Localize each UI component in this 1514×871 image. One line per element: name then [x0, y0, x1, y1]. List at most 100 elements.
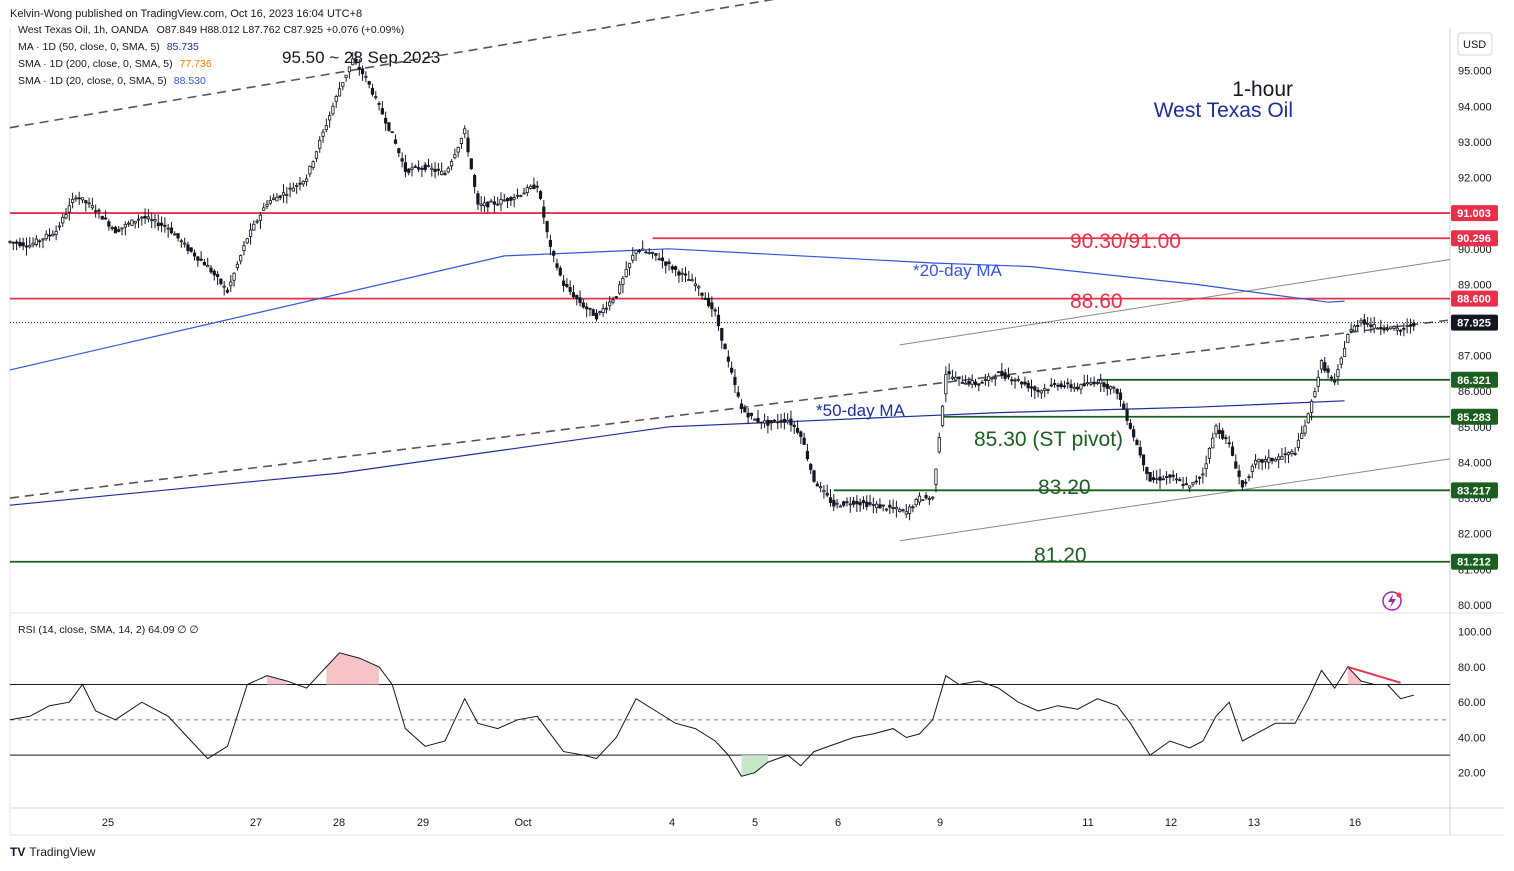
legend-sma200[interactable]: SMA · 1D (200, close, 0, SMA, 5) 77.736 — [18, 58, 212, 70]
tradingview-footer[interactable]: TV TradingView — [10, 845, 95, 859]
candle-body — [443, 173, 447, 175]
candle-body — [769, 420, 773, 424]
candle-body — [453, 154, 457, 159]
candle-body — [77, 197, 81, 200]
candle-body — [318, 139, 322, 149]
candle-body — [779, 420, 783, 423]
legend-ma50[interactable]: MA · 1D (50, close, 0, SMA, 5) 85.735 — [18, 41, 199, 53]
candle-body — [482, 202, 487, 207]
legend-ohlc: O87.849 H88.012 L87.762 C87.925 +0.076 (… — [156, 24, 405, 36]
candle-body — [1039, 390, 1043, 394]
candle-body — [397, 148, 401, 154]
candle-body — [1362, 319, 1366, 325]
candle-body — [463, 128, 467, 135]
candle-body — [1412, 322, 1416, 327]
rsi-legend[interactable]: RSI (14, close, SMA, 14, 2) 64.09 ∅ ∅ — [18, 624, 199, 636]
candle-body — [183, 242, 187, 245]
candle-body — [552, 250, 556, 256]
candle-body — [229, 281, 233, 287]
candle-body — [354, 58, 358, 64]
candle-body — [285, 194, 289, 196]
candle-body — [967, 381, 971, 385]
candle-body — [1221, 430, 1225, 439]
candle-body — [799, 431, 803, 437]
candle-body — [232, 272, 236, 281]
candle-body — [1247, 476, 1251, 478]
currency-button[interactable] — [1457, 32, 1493, 56]
candle-body — [80, 197, 85, 201]
candle-body — [1023, 381, 1027, 385]
candle-body — [410, 167, 414, 170]
candle-body — [1151, 477, 1156, 481]
candle-body — [219, 278, 223, 285]
candle-body — [1201, 473, 1205, 476]
candle-body — [387, 122, 391, 131]
candle-body — [993, 377, 997, 380]
y-tick-label: 95.000 — [1458, 66, 1492, 78]
candle-body — [1049, 384, 1053, 387]
candle-body — [815, 483, 819, 487]
candle-body — [650, 251, 655, 254]
candle-body — [192, 252, 197, 257]
candle-body — [430, 167, 434, 170]
legend-ma50-value: 85.735 — [166, 41, 199, 53]
candle-body — [1128, 422, 1132, 429]
candle-body — [1079, 384, 1083, 390]
candle-body — [272, 197, 276, 200]
candle-body — [357, 66, 361, 70]
candle-body — [782, 419, 786, 423]
candle-body — [739, 403, 744, 409]
candle-body — [308, 165, 312, 175]
rsi-overbought-fill — [326, 652, 380, 685]
candle-body — [1155, 478, 1159, 481]
candle-body — [34, 238, 38, 245]
legend-sma20[interactable]: SMA · 1D (20, close, 0, SMA, 5) 88.530 — [18, 75, 206, 87]
candle-body — [505, 197, 510, 202]
candle-body — [1303, 425, 1307, 434]
candle-body — [1026, 382, 1030, 389]
y-tick-label: 86.000 — [1458, 386, 1492, 398]
candle-body — [8, 240, 12, 243]
price-tag — [1451, 553, 1498, 570]
candle-body — [120, 227, 124, 230]
candle-body — [370, 88, 375, 95]
footer-brand: TradingView — [29, 845, 96, 859]
candle-body — [904, 511, 908, 515]
candle-body — [529, 185, 533, 189]
candle-body — [1125, 409, 1129, 421]
candle-body — [542, 206, 546, 218]
candle-body — [898, 509, 902, 513]
candle-body — [1056, 384, 1060, 387]
candle-body — [143, 216, 147, 219]
candle-body — [38, 240, 42, 243]
candle-body — [311, 161, 315, 168]
candle-body — [337, 88, 342, 97]
candle-body — [364, 75, 368, 78]
candle-body — [1319, 360, 1324, 370]
candle-body — [1122, 403, 1126, 410]
price-tag — [1451, 314, 1498, 331]
candle-body — [535, 185, 539, 188]
candle-body — [1333, 380, 1337, 383]
candle-body — [407, 168, 411, 173]
candle-body — [268, 200, 272, 204]
candle-body — [265, 203, 269, 207]
candle-body — [1092, 381, 1096, 385]
price-tag-label: 81.212 — [1457, 557, 1491, 569]
candle-body — [374, 96, 378, 99]
candle-body — [1405, 324, 1409, 327]
candle-body — [84, 200, 88, 204]
publisher-header: Kelvin-Wong published on TradingView.com… — [10, 8, 363, 20]
candle-body — [393, 139, 398, 144]
candle-body — [522, 192, 526, 195]
lightning-bolt-icon — [1388, 594, 1396, 608]
candle-body — [179, 240, 183, 243]
candle-body — [812, 470, 816, 482]
candle-body — [881, 504, 885, 507]
candle-body — [983, 379, 987, 381]
price-tag-label: 88.600 — [1457, 294, 1491, 306]
candle-body — [687, 279, 691, 281]
candle-body — [100, 215, 104, 220]
candle-body — [1135, 439, 1139, 446]
candle-body — [21, 242, 25, 247]
